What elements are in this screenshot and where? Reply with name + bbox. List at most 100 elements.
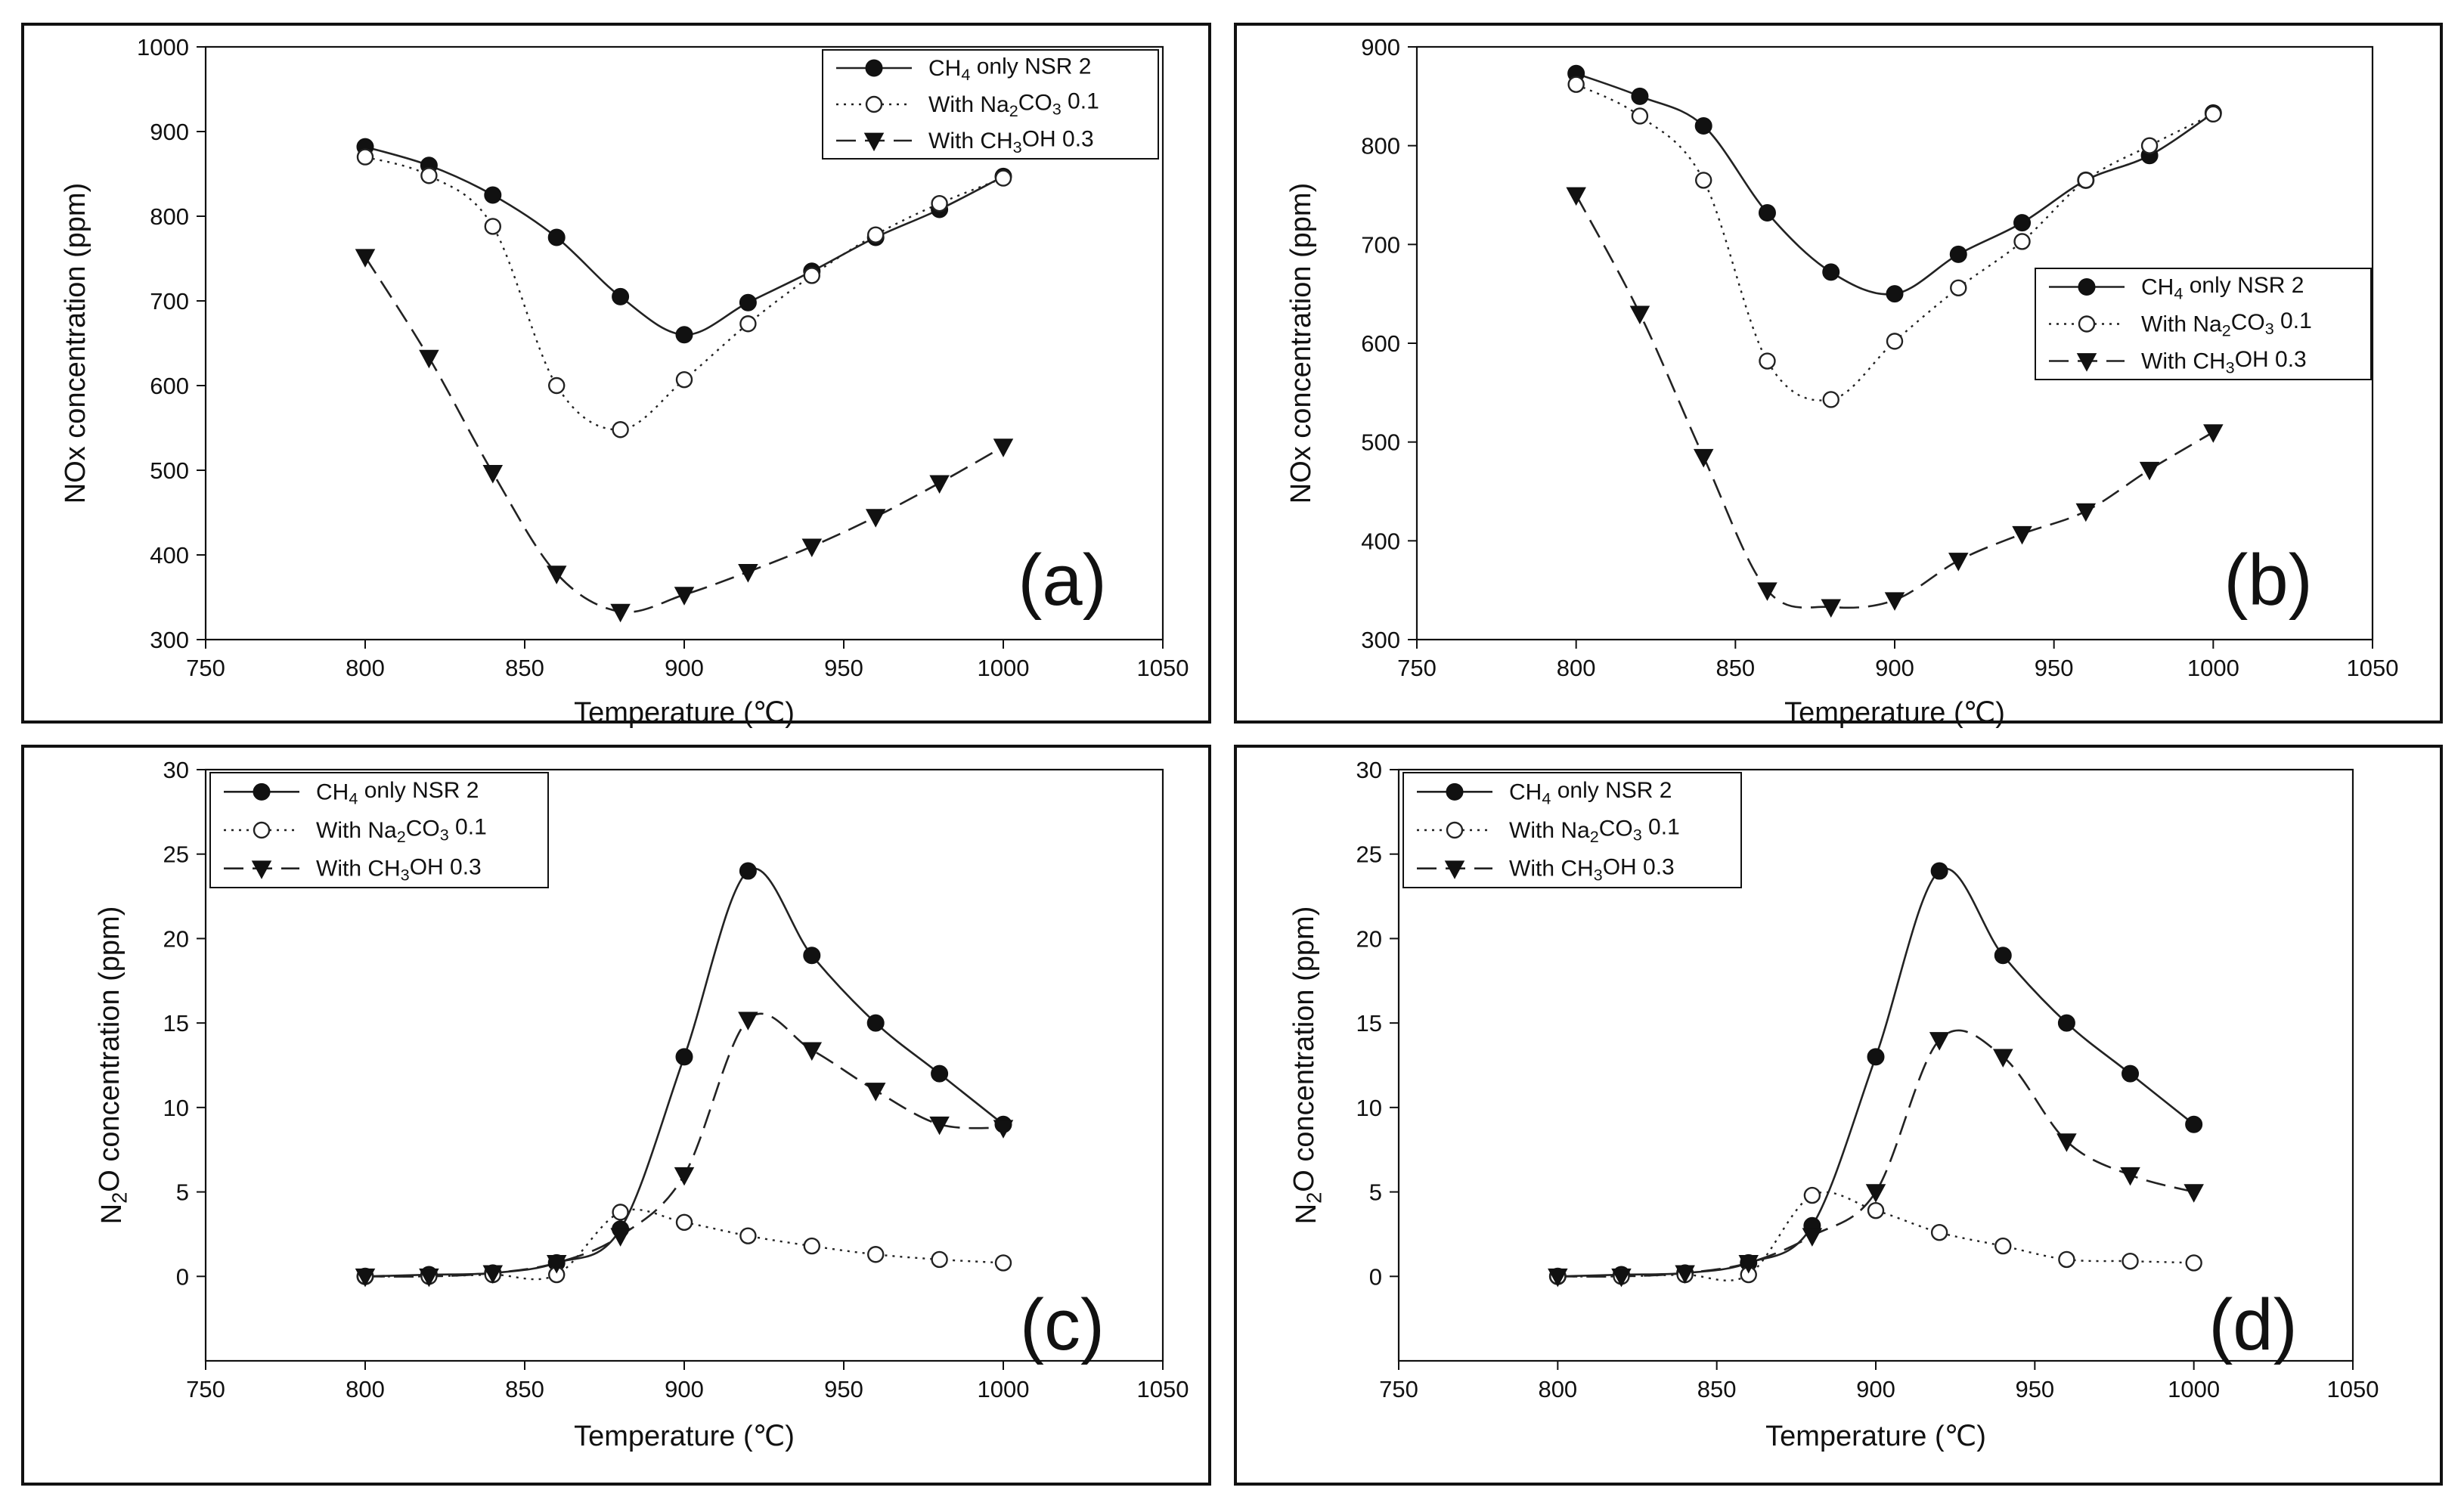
data-point-filled-triangle-down	[1948, 553, 1969, 572]
legend-label: With CH3OH 0.3	[1509, 854, 1675, 884]
data-point-filled-triangle-down	[738, 1012, 758, 1030]
data-point-filled-triangle-down	[419, 1268, 439, 1288]
data-point-open-circle	[931, 1250, 948, 1269]
data-point-open-circle	[2058, 1250, 2075, 1269]
data-point-filled-circle	[1822, 263, 1840, 281]
data-point-filled-circle	[484, 186, 502, 204]
y-tick-label: 300	[150, 627, 189, 653]
data-point-filled-triangle-down	[865, 509, 886, 528]
x-tick-label: 1000	[978, 655, 1030, 681]
y-tick-label: 5	[1369, 1179, 1382, 1206]
y-tick-label: 20	[163, 925, 189, 952]
series-line-filled-triangle-down	[1557, 1029, 2195, 1278]
x-tick-label: 950	[824, 655, 863, 681]
data-point-filled-triangle-down	[738, 564, 758, 583]
y-tick-label: 10	[1356, 1095, 1382, 1121]
data-point-filled-circle	[547, 228, 566, 246]
y-tick-label: 10	[163, 1095, 189, 1121]
data-point-filled-triangle-down	[482, 1265, 504, 1284]
data-point-filled-triangle-down	[674, 1167, 695, 1186]
legend-label: CH4 only NSR 2	[316, 778, 479, 807]
y-axis-label: NOx concentration (ppm)	[60, 183, 91, 504]
x-tick-label: 900	[1856, 1376, 1895, 1402]
y-tick-label: 30	[1356, 757, 1382, 783]
x-tick-label: 1000	[978, 1376, 1030, 1402]
data-point-open-circle	[739, 1227, 757, 1244]
x-tick-label: 1050	[1137, 655, 1189, 681]
data-point-open-circle	[1886, 333, 1904, 350]
legend-marker	[865, 59, 883, 77]
data-point-filled-triangle-down	[2139, 461, 2160, 481]
y-tick-label: 5	[176, 1179, 189, 1206]
data-point-filled-triangle-down	[419, 349, 439, 369]
data-point-open-circle	[2013, 233, 2031, 250]
data-point-open-circle	[1694, 172, 1712, 189]
panel-frame	[21, 745, 1211, 1486]
data-point-open-circle	[2140, 137, 2159, 154]
data-point-filled-triangle-down	[610, 603, 631, 623]
data-point-filled-triangle-down	[1693, 448, 1714, 468]
data-point-filled-circle	[2057, 1014, 2075, 1032]
legend: CH4 only NSR 2 With Na2CO3 0.1 With CH3OH …	[822, 49, 1159, 160]
y-tick-label: 700	[1361, 231, 1400, 258]
data-point-filled-circle	[1930, 862, 1948, 880]
x-tick-label: 750	[1379, 1376, 1418, 1402]
legend-label: With Na2CO3 0.1	[2141, 308, 2312, 340]
data-point-filled-triangle-down	[1566, 187, 1586, 206]
data-point-open-circle	[420, 167, 438, 184]
x-tick-label: 1000	[2168, 1376, 2220, 1402]
panel-tag: (d)	[2208, 1284, 2297, 1365]
data-point-open-circle	[2185, 1254, 2202, 1272]
y-tick-label: 500	[150, 457, 189, 484]
panel-tag: (b)	[2224, 540, 2312, 621]
data-point-open-circle	[2077, 172, 2095, 189]
y-axis-label: N2O concentration (ppm)	[1288, 906, 1326, 1225]
data-point-filled-circle	[739, 862, 757, 880]
x-tick-label: 800	[346, 655, 385, 681]
data-point-filled-triangle-down	[1548, 1268, 1568, 1288]
data-point-filled-circle	[1949, 245, 1967, 263]
data-point-filled-triangle-down	[2184, 1184, 2204, 1203]
y-tick-label: 15	[1356, 1010, 1382, 1037]
data-point-filled-circle	[1758, 204, 1776, 222]
data-point-filled-triangle-down	[2012, 525, 2032, 545]
legend-label: CH4 only NSR 2	[2141, 273, 2304, 302]
y-tick-label: 800	[1361, 133, 1400, 160]
data-point-filled-circle	[1994, 947, 2012, 965]
data-point-filled-circle	[612, 287, 630, 305]
legend-marker	[2078, 278, 2096, 296]
data-point-filled-triangle-down	[1821, 599, 1841, 618]
data-point-filled-triangle-down	[929, 475, 950, 494]
data-point-filled-triangle-down	[1929, 1032, 1950, 1051]
x-tick-label: 850	[505, 655, 544, 681]
legend-marker	[251, 860, 272, 879]
data-point-open-circle	[612, 421, 629, 438]
data-point-filled-triangle-down	[993, 1120, 1014, 1139]
data-point-open-circle	[994, 1254, 1012, 1272]
legend-marker	[253, 782, 271, 801]
panel-tag: (c)	[1020, 1284, 1105, 1365]
x-axis-label: Temperature (℃)	[574, 697, 795, 729]
x-tick-label: 900	[665, 1376, 704, 1402]
panel-frame	[1234, 23, 2443, 724]
data-point-open-circle	[2205, 105, 2222, 123]
data-point-filled-triangle-down	[1675, 1265, 1695, 1284]
legend-marker	[2076, 353, 2097, 372]
data-point-filled-triangle-down	[546, 566, 567, 584]
y-tick-label: 1000	[137, 34, 189, 60]
data-point-filled-triangle-down	[1611, 1268, 1632, 1288]
data-point-open-circle	[994, 169, 1012, 187]
data-point-open-circle	[612, 1204, 629, 1221]
data-point-filled-triangle-down	[2120, 1167, 2140, 1186]
legend-marker	[2078, 315, 2096, 333]
legend-label: With Na2CO3 0.1	[316, 814, 487, 846]
y-tick-label: 600	[150, 373, 189, 399]
y-tick-label: 400	[150, 542, 189, 569]
x-tick-label: 800	[346, 1376, 385, 1402]
data-point-filled-circle	[739, 293, 757, 311]
data-point-open-circle	[1950, 279, 1967, 297]
data-point-filled-circle	[2013, 214, 2032, 232]
legend-marker	[1446, 821, 1464, 839]
